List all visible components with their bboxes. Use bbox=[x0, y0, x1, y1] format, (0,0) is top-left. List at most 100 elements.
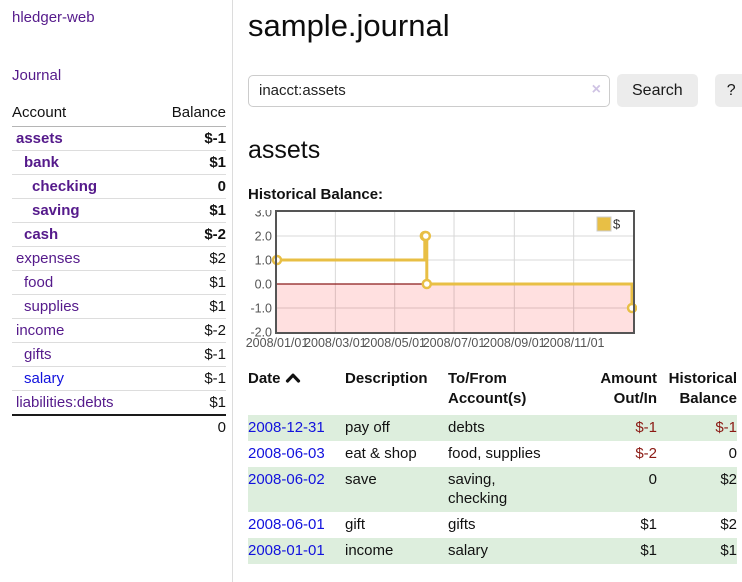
svg-text:$: $ bbox=[613, 217, 621, 232]
transaction-row: 2008-06-01 gift gifts $1 $2 bbox=[248, 512, 737, 538]
col-header-tofrom: To/From Account(s) bbox=[448, 370, 527, 407]
account-link-expenses[interactable]: expenses bbox=[16, 250, 81, 267]
page-title: sample.journal bbox=[248, 8, 450, 43]
transaction-date-link[interactable]: 2008-12-31 bbox=[248, 419, 325, 436]
balance-chart: $3.0 2.0 1.0 0.0 -1.0 -2.02008/01/012008/03/0… bbox=[246, 210, 637, 350]
main-content: sample.journal × Search ? assets Histori… bbox=[246, 0, 742, 564]
transaction-date-link[interactable]: 2008-01-01 bbox=[248, 542, 325, 559]
sort-ascending-icon bbox=[285, 373, 300, 383]
transaction-tofrom: debts bbox=[448, 419, 485, 436]
transaction-balance: $-1 bbox=[715, 419, 737, 436]
nav-journal-link[interactable]: Journal bbox=[12, 67, 62, 84]
col-header-date[interactable]: Date bbox=[248, 369, 345, 415]
transaction-amount: $1 bbox=[640, 542, 657, 559]
transaction-row: 2008-06-02 save saving, checking 0 $2 bbox=[248, 467, 737, 512]
svg-text:3.0: 3.0 bbox=[255, 210, 272, 220]
account-balance: $1 bbox=[151, 390, 226, 415]
account-row: gifts $-1 bbox=[12, 342, 226, 367]
transaction-row: 2008-01-01 income salary $1 $1 bbox=[248, 538, 737, 564]
svg-text:2008/01/01: 2008/01/01 bbox=[246, 336, 309, 350]
svg-text:-1.0: -1.0 bbox=[250, 302, 272, 316]
search-input[interactable] bbox=[248, 74, 610, 107]
svg-text:2008/07/01: 2008/07/01 bbox=[423, 336, 486, 350]
accounts-total-row: 0 bbox=[12, 414, 226, 439]
account-row: salary $-1 bbox=[12, 366, 226, 391]
transaction-balance: $2 bbox=[720, 516, 737, 533]
register-account-title: assets bbox=[248, 136, 321, 164]
accounts-body: assets $-1 bank $1 checking 0 saving $1 cash $-2 e… bbox=[12, 127, 226, 415]
transaction-description: gift bbox=[345, 516, 366, 533]
app-title-link[interactable]: hledger-web bbox=[12, 9, 95, 26]
transaction-balance: $2 bbox=[720, 471, 737, 488]
col-header-balance: Historical Balance bbox=[668, 370, 737, 407]
transaction-tofrom: food, supplies bbox=[448, 445, 541, 462]
transaction-amount: $-1 bbox=[635, 419, 657, 436]
account-row: assets $-1 bbox=[12, 127, 226, 151]
account-balance: $-1 bbox=[204, 130, 226, 147]
account-link-income[interactable]: income bbox=[16, 322, 65, 339]
transaction-row: 2008-06-03 eat & shop food, supplies $-2 0 bbox=[248, 441, 737, 467]
svg-text:2008/03/01: 2008/03/01 bbox=[304, 336, 367, 350]
account-row: checking 0 bbox=[12, 174, 226, 199]
account-row: income $-2 bbox=[12, 318, 226, 343]
transaction-row: 2008-12-31 pay off debts $-1 $-1 bbox=[248, 415, 737, 441]
account-balance: $1 bbox=[151, 294, 226, 319]
account-link-liabilities-debts[interactable]: liabilities:debts bbox=[16, 394, 114, 411]
transactions-table: Date Description To/From Account(s) Amou… bbox=[248, 369, 737, 564]
accounts-total-value: 0 bbox=[151, 414, 226, 439]
svg-text:2008/09/01: 2008/09/01 bbox=[483, 336, 546, 350]
transaction-date-link[interactable]: 2008-06-03 bbox=[248, 445, 325, 462]
svg-text:2.0: 2.0 bbox=[255, 230, 272, 244]
account-link-salary[interactable]: salary bbox=[24, 370, 65, 387]
transaction-balance: 0 bbox=[728, 445, 737, 462]
transaction-amount: $-2 bbox=[635, 445, 657, 462]
transaction-amount: 0 bbox=[648, 471, 657, 488]
account-link-checking[interactable]: checking bbox=[32, 178, 98, 195]
account-link-saving[interactable]: saving bbox=[32, 202, 80, 219]
svg-text:0.0: 0.0 bbox=[255, 278, 272, 292]
transaction-balance: $1 bbox=[720, 542, 737, 559]
account-balance: $-2 bbox=[151, 318, 226, 343]
account-row: saving $1 bbox=[12, 198, 226, 223]
accounts-header-row: Account Balance bbox=[12, 101, 226, 127]
accounts-table: Account Balance assets $-1 bank $1 checking 0… bbox=[12, 101, 226, 439]
account-link-assets[interactable]: assets bbox=[16, 130, 63, 147]
transaction-tofrom: gifts bbox=[448, 516, 476, 533]
help-button[interactable]: ? bbox=[714, 74, 742, 107]
account-link-supplies[interactable]: supplies bbox=[24, 298, 80, 315]
svg-text:2008/05/01: 2008/05/01 bbox=[363, 336, 426, 350]
account-row: liabilities:debts $1 bbox=[12, 390, 226, 415]
transaction-date-link[interactable]: 2008-06-01 bbox=[248, 516, 325, 533]
accounts-header-balance: Balance bbox=[151, 101, 226, 127]
search-form: × Search ? bbox=[248, 74, 742, 107]
account-link-bank[interactable]: bank bbox=[24, 154, 60, 171]
transaction-description: income bbox=[345, 542, 394, 559]
svg-text:2008/11/01: 2008/11/01 bbox=[543, 336, 605, 350]
svg-text:1.0: 1.0 bbox=[255, 254, 272, 268]
account-balance: 0 bbox=[151, 174, 226, 199]
search-button[interactable]: Search bbox=[617, 74, 698, 107]
col-header-amount: Amount Out/In bbox=[600, 370, 657, 407]
account-balance: $-2 bbox=[151, 222, 226, 247]
account-row: expenses $2 bbox=[12, 246, 226, 271]
account-balance: $1 bbox=[151, 270, 226, 295]
transactions-body: 2008-12-31 pay off debts $-1 $-1 2008-06-03 ea… bbox=[248, 415, 737, 564]
account-balance: $1 bbox=[151, 150, 226, 175]
account-row: food $1 bbox=[12, 270, 226, 295]
clear-search-icon[interactable]: × bbox=[591, 80, 601, 98]
transaction-description: pay off bbox=[345, 419, 390, 436]
transaction-date-link[interactable]: 2008-06-02 bbox=[248, 471, 325, 488]
account-row: supplies $1 bbox=[12, 294, 226, 319]
account-link-gifts[interactable]: gifts bbox=[24, 346, 52, 363]
account-row: bank $1 bbox=[12, 150, 226, 175]
accounts-header-account: Account bbox=[12, 101, 152, 127]
account-balance: $-1 bbox=[151, 342, 226, 367]
account-balance: $-1 bbox=[151, 366, 226, 391]
transaction-tofrom: salary bbox=[448, 542, 489, 559]
transaction-amount: $1 bbox=[640, 516, 657, 533]
account-balance: $2 bbox=[151, 246, 226, 271]
account-link-cash[interactable]: cash bbox=[24, 226, 59, 243]
accounts-total-spacer bbox=[12, 414, 152, 439]
account-link-food[interactable]: food bbox=[24, 274, 54, 291]
transactions-header-row: Date Description To/From Account(s) Amou… bbox=[248, 369, 737, 415]
